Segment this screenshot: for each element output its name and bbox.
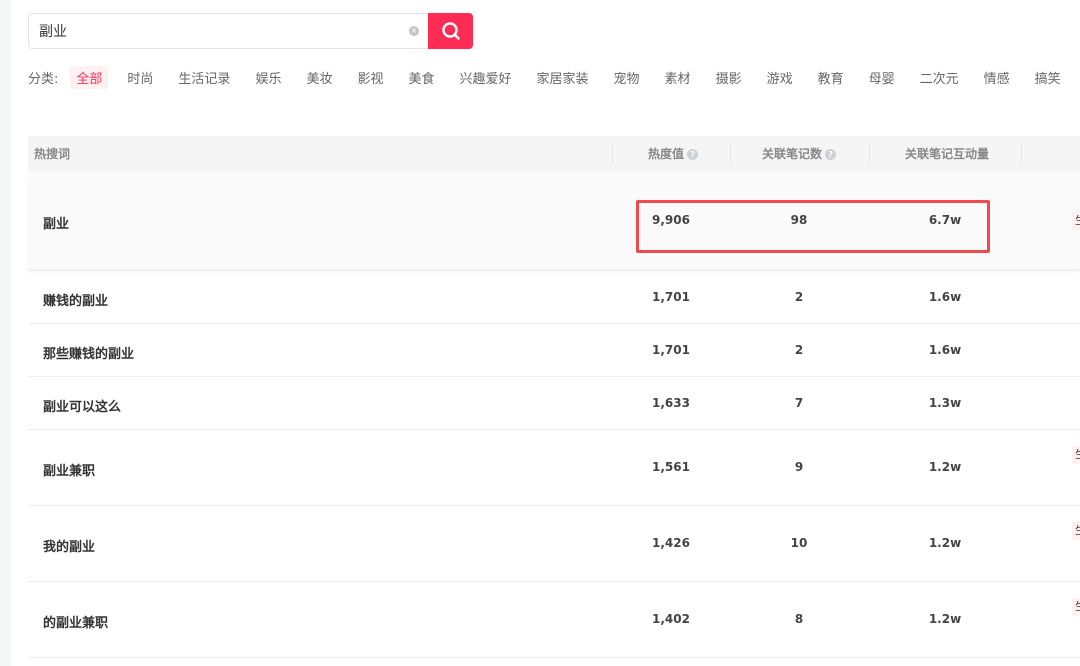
keyword[interactable]: 副业兼职 [43,464,96,479]
category-5[interactable]: 影视 [357,72,384,87]
category-1[interactable]: 时尚 [127,72,154,87]
notes-count: 2 [794,342,804,357]
interaction-count: 1.6w [928,342,962,357]
clear-icon[interactable]: × [409,26,419,36]
heat-value: 1,633 [652,395,690,410]
category-2[interactable]: 生活记录 [178,72,231,87]
table-row[interactable]: 副业可以这么 1,633 7 1.3w [28,377,1080,430]
table-header: 热搜词 热度值? 关联笔记数? 关联笔记互动量 [28,136,1080,172]
category-14[interactable]: 母婴 [868,72,895,87]
interaction-count: 1.6w [928,290,962,304]
sidebar-edge [0,0,11,666]
category-17[interactable]: 搞笑 [1034,72,1061,87]
interaction-count: 1.2w [928,536,962,550]
category-15[interactable]: 二次元 [919,72,959,87]
header-heat-label: 热度值 [648,147,685,161]
category-6[interactable]: 美食 [408,72,435,87]
column-divider [869,144,870,164]
category-10[interactable]: 素材 [664,72,691,87]
category-13[interactable]: 教育 [817,72,844,87]
search-input[interactable] [29,14,389,48]
column-divider [730,144,731,164]
header-notes[interactable]: 关联笔记数? [762,136,837,172]
interaction-count: 1.3w [928,395,962,410]
table-row[interactable]: 的副业兼职 1,402 8 1.2w 生 [28,582,1080,658]
keyword[interactable]: 那些赚钱的副业 [43,346,135,362]
search-button[interactable] [428,13,473,49]
category-0[interactable]: 全部 [70,66,109,89]
category-12[interactable]: 游戏 [766,72,793,87]
table-row[interactable]: 赚钱的副业 1,701 2 1.6w [28,272,1080,324]
header-keyword: 热搜词 [34,147,71,161]
help-icon[interactable]: ? [687,149,699,160]
help-icon[interactable]: ? [825,149,837,160]
notes-count: 98 [790,213,808,227]
highlight-box [636,200,990,253]
notes-count: 8 [794,612,804,626]
heat-value: 1,402 [652,612,690,626]
category-4[interactable]: 美妆 [306,72,333,87]
column-divider [612,144,613,164]
table-row[interactable]: 我的副业 1,426 10 1.2w 生 [28,506,1080,582]
category-tag: 生 [1072,446,1080,464]
heat-value: 1,561 [652,460,690,474]
header-heat[interactable]: 热度值? [648,136,699,172]
keyword[interactable]: 我的副业 [43,540,96,555]
notes-count: 7 [794,395,804,410]
header-notes-label: 关联笔记数 [762,147,823,161]
category-7[interactable]: 兴趣爱好 [459,72,512,87]
keyword[interactable]: 副业 [43,217,70,232]
header-interaction[interactable]: 关联笔记互动量 [905,147,990,161]
interaction-count: 6.7w [928,213,962,227]
search-icon [441,22,460,40]
notes-count: 2 [794,290,804,304]
interaction-count: 1.2w [928,460,962,474]
category-8[interactable]: 家居家装 [536,72,589,87]
notes-count: 10 [790,536,808,550]
category-filter: 分类: 全部 时尚 生活记录 娱乐 美妆 影视 美食 兴趣爱好 家居家装 宠物 素材 摄影 游戏 教育 母婴… [28,66,1080,89]
category-tag: 生 [1072,598,1080,616]
notes-count: 9 [794,460,804,474]
keyword[interactable]: 副业可以这么 [43,399,122,415]
category-label: 分类: [28,72,59,87]
search-box: × [28,13,429,49]
heat-value: 1,426 [652,536,690,550]
category-11[interactable]: 摄影 [715,72,742,87]
keyword[interactable]: 的副业兼职 [43,616,109,631]
keyword[interactable]: 赚钱的副业 [43,294,109,309]
category-tag: 生 [1072,522,1080,540]
table-row[interactable]: 副业 9,906 98 6.7w 生 [28,172,1080,270]
column-divider [1021,144,1022,164]
table-row[interactable]: 那些赚钱的副业 1,701 2 1.6w [28,324,1080,377]
heat-value: 1,701 [652,290,690,304]
table-row[interactable]: 副业兼职 1,561 9 1.2w 生 [28,430,1080,506]
category-tag: 生 [1072,212,1080,230]
heat-value: 1,701 [652,342,690,357]
heat-value: 9,906 [652,213,690,227]
category-9[interactable]: 宠物 [613,72,640,87]
interaction-count: 1.2w [928,612,962,626]
category-3[interactable]: 娱乐 [255,72,282,87]
category-16[interactable]: 情感 [983,72,1010,87]
